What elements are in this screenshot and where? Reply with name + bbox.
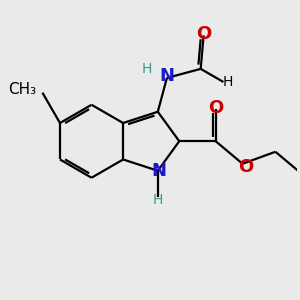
Text: H: H bbox=[223, 75, 233, 89]
Text: H: H bbox=[142, 62, 152, 76]
Text: O: O bbox=[196, 25, 211, 43]
Text: N: N bbox=[152, 162, 167, 180]
Text: N: N bbox=[159, 68, 174, 85]
Text: H: H bbox=[153, 193, 163, 207]
Text: CH₃: CH₃ bbox=[8, 82, 37, 97]
Text: O: O bbox=[238, 158, 253, 176]
Text: O: O bbox=[208, 99, 223, 117]
